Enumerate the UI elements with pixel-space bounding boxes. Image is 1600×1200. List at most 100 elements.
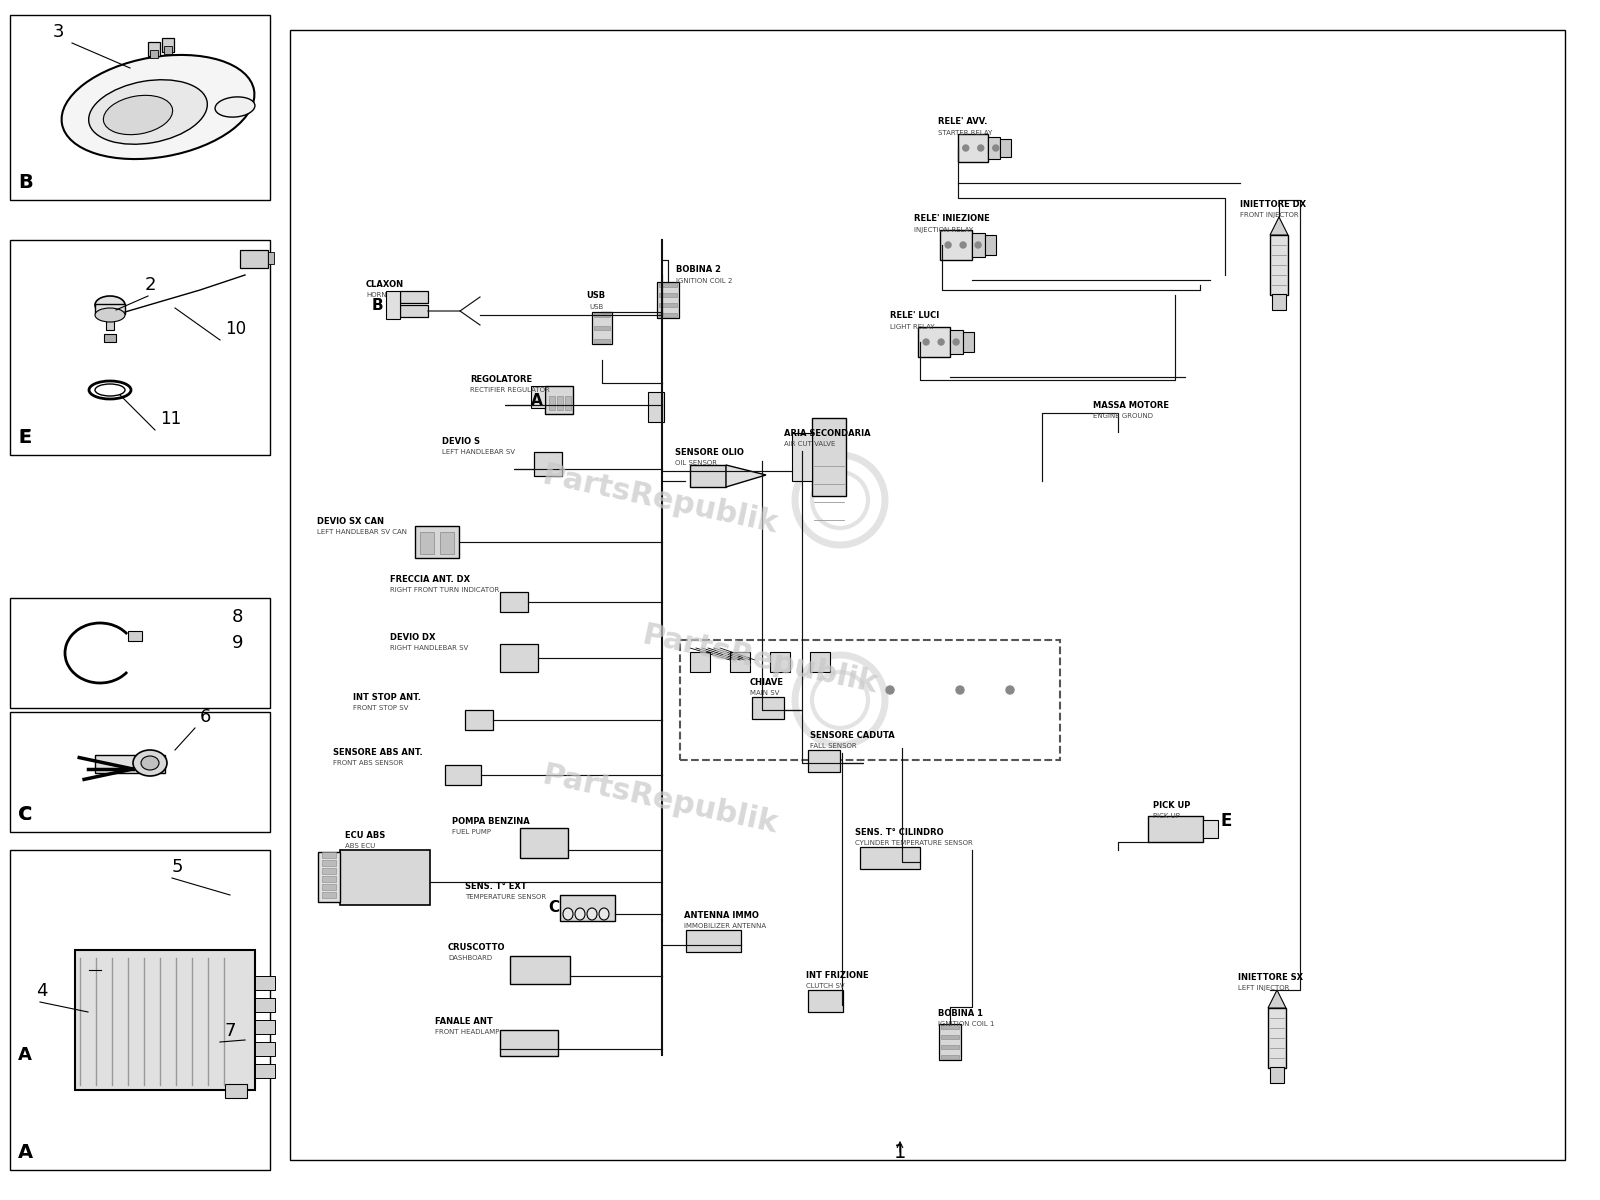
Text: DEVIO SX CAN: DEVIO SX CAN xyxy=(317,517,384,526)
Text: C: C xyxy=(18,806,32,824)
Text: OIL SENSOR: OIL SENSOR xyxy=(675,460,717,466)
Bar xyxy=(400,290,429,302)
Ellipse shape xyxy=(587,908,597,920)
Bar xyxy=(226,1084,246,1098)
Text: MAIN SV: MAIN SV xyxy=(750,690,779,696)
Bar xyxy=(546,386,573,414)
Text: 10: 10 xyxy=(226,320,246,338)
Ellipse shape xyxy=(104,95,173,134)
Bar xyxy=(989,137,1000,158)
Bar xyxy=(950,330,963,354)
Ellipse shape xyxy=(598,908,610,920)
Text: 11: 11 xyxy=(160,410,181,428)
Text: SENSORE OLIO: SENSORE OLIO xyxy=(675,448,744,457)
Bar xyxy=(808,750,840,772)
Text: 8: 8 xyxy=(232,608,243,626)
Bar xyxy=(810,652,830,672)
Bar xyxy=(1149,816,1203,842)
Text: E: E xyxy=(18,428,30,446)
Text: A: A xyxy=(531,392,542,408)
Bar xyxy=(322,860,336,866)
Circle shape xyxy=(938,338,944,346)
Ellipse shape xyxy=(563,908,573,920)
Text: AIR CUT VALVE: AIR CUT VALVE xyxy=(784,440,835,446)
Text: RIGHT FRONT TURN INDICATOR: RIGHT FRONT TURN INDICATOR xyxy=(390,587,499,593)
Bar xyxy=(499,1030,558,1056)
Text: PartsRepublik: PartsRepublik xyxy=(539,761,781,839)
Ellipse shape xyxy=(94,308,125,322)
Text: ENGINE GROUND: ENGINE GROUND xyxy=(1093,413,1154,419)
Text: USB: USB xyxy=(587,290,605,300)
Ellipse shape xyxy=(574,908,586,920)
Bar xyxy=(254,998,275,1012)
Bar xyxy=(1270,235,1288,295)
Bar xyxy=(290,30,1565,1160)
Bar xyxy=(686,930,741,952)
Bar xyxy=(10,240,270,455)
Bar xyxy=(648,392,664,422)
Bar xyxy=(813,418,846,496)
Polygon shape xyxy=(1270,217,1288,235)
Bar xyxy=(941,1045,958,1049)
Text: PartsRepublik: PartsRepublik xyxy=(539,461,781,539)
Text: LEFT HANDLEBAR SV: LEFT HANDLEBAR SV xyxy=(442,449,515,455)
Bar xyxy=(94,755,165,773)
Text: E: E xyxy=(1221,812,1232,830)
Bar xyxy=(445,766,482,785)
Text: POMPA BENZINA: POMPA BENZINA xyxy=(453,817,530,826)
Bar xyxy=(594,326,610,330)
Bar xyxy=(594,338,610,343)
Text: HORN: HORN xyxy=(366,292,387,298)
Text: C: C xyxy=(547,900,558,914)
Circle shape xyxy=(886,686,894,694)
Text: MASSA MOTORE: MASSA MOTORE xyxy=(1093,401,1170,410)
Text: 4: 4 xyxy=(35,982,48,1000)
Text: SENS. T° EXT: SENS. T° EXT xyxy=(466,882,526,890)
Text: 5: 5 xyxy=(171,858,182,876)
Bar xyxy=(322,852,336,858)
Bar xyxy=(594,313,610,317)
Circle shape xyxy=(946,242,950,248)
Polygon shape xyxy=(726,464,766,487)
Text: USB: USB xyxy=(589,304,603,310)
Text: RECTIFIER REGULATOR: RECTIFIER REGULATOR xyxy=(470,386,550,392)
Ellipse shape xyxy=(94,296,125,314)
Text: TEMPERATURE SENSOR: TEMPERATURE SENSOR xyxy=(466,894,546,900)
Text: REGOLATORE: REGOLATORE xyxy=(470,374,533,384)
Circle shape xyxy=(992,145,998,151)
Bar xyxy=(973,233,984,257)
Text: PartsRepublik: PartsRepublik xyxy=(640,620,880,700)
Ellipse shape xyxy=(61,55,254,160)
Text: LIGHT RELAY: LIGHT RELAY xyxy=(890,324,934,330)
Bar xyxy=(10,850,270,1170)
Bar xyxy=(165,46,173,54)
Bar xyxy=(770,652,790,672)
Text: ARIA SECONDARIA: ARIA SECONDARIA xyxy=(784,428,870,438)
Circle shape xyxy=(923,338,930,346)
Text: E: E xyxy=(18,428,32,446)
Text: LEFT HANDLEBAR SV CAN: LEFT HANDLEBAR SV CAN xyxy=(317,529,406,535)
Bar xyxy=(730,652,750,672)
Bar xyxy=(659,313,677,317)
Bar xyxy=(339,850,430,905)
Text: C: C xyxy=(18,805,32,824)
Circle shape xyxy=(954,338,958,346)
Text: A: A xyxy=(18,1142,34,1162)
Bar xyxy=(557,396,563,410)
Text: FUEL PUMP: FUEL PUMP xyxy=(453,829,491,835)
Circle shape xyxy=(957,686,963,694)
Bar xyxy=(941,1034,958,1039)
Bar xyxy=(254,1020,275,1034)
Bar xyxy=(963,332,974,352)
Bar xyxy=(147,42,160,56)
Bar xyxy=(322,892,336,898)
Bar xyxy=(162,38,174,52)
Text: 1: 1 xyxy=(894,1142,906,1162)
Text: ABS ECU: ABS ECU xyxy=(346,842,376,850)
Bar xyxy=(531,386,546,408)
Polygon shape xyxy=(1267,990,1286,1008)
Text: FRONT HEADLAMP: FRONT HEADLAMP xyxy=(435,1028,499,1034)
Bar xyxy=(240,250,269,268)
Bar xyxy=(939,1024,962,1060)
Text: A: A xyxy=(18,1046,32,1064)
